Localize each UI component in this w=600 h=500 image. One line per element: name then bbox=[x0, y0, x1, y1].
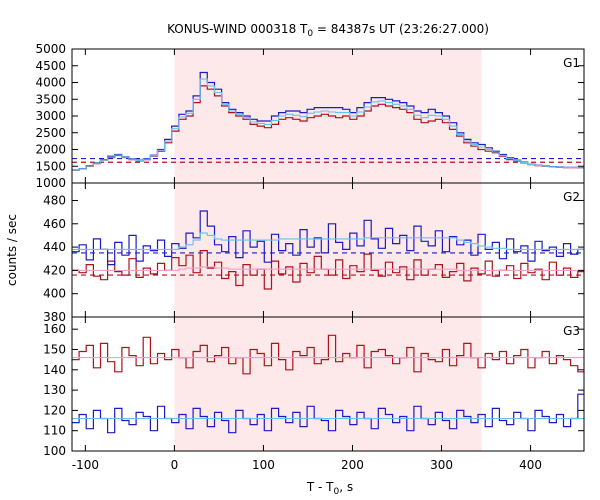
y-tick-label: 5000 bbox=[35, 42, 66, 56]
panel-label: G1 bbox=[563, 56, 580, 70]
panel-g2: 380 400 420 440 460 480 G2 bbox=[43, 182, 585, 324]
y-tick-label: 440 bbox=[43, 240, 66, 254]
series-cyan bbox=[72, 78, 584, 171]
panels-group: 100015002000250030003500400045005000G138… bbox=[35, 42, 585, 472]
chart-title-subscript: 0 bbox=[307, 29, 313, 39]
y-tick-label: 460 bbox=[43, 217, 66, 231]
y-tick-label: 400 bbox=[43, 287, 66, 301]
plot-area bbox=[72, 71, 584, 171]
y-tick-label: 110 bbox=[43, 424, 66, 438]
y-tick-label: 1000 bbox=[35, 176, 66, 190]
x-tick-label: 400 bbox=[519, 458, 542, 472]
y-tick-label: 150 bbox=[43, 342, 66, 356]
series-red bbox=[72, 334, 584, 375]
x-axis-label-main: T - T bbox=[306, 480, 334, 494]
y-tick-label: 100 bbox=[43, 444, 66, 458]
y-tick-label: 160 bbox=[43, 322, 66, 336]
plot-area bbox=[72, 210, 584, 290]
y-tick-label: 120 bbox=[43, 403, 66, 417]
x-tick-label: 300 bbox=[430, 458, 453, 472]
y-tick-label: 2500 bbox=[35, 126, 66, 140]
series-cyan bbox=[72, 232, 584, 250]
y-tick-label: 1500 bbox=[35, 159, 66, 173]
series-blue bbox=[72, 393, 584, 434]
y-tick-label: 380 bbox=[43, 310, 66, 324]
chart-title-main: KONUS-WIND 000318 T bbox=[167, 22, 308, 36]
y-axis-label: counts / sec bbox=[5, 214, 19, 286]
x-axis-label-rest: , s bbox=[339, 480, 353, 494]
panel-label: G3 bbox=[563, 324, 580, 338]
y-tick-label: 2000 bbox=[35, 143, 66, 157]
series-red bbox=[72, 250, 584, 290]
chart-title-rest: = 84387s UT (23:26:27.000) bbox=[313, 22, 489, 36]
panel-g1: 1000 1500 2000 2500 3000 3500 4000 4500 5000 G1 bbox=[35, 42, 585, 190]
x-tick-label: 200 bbox=[341, 458, 364, 472]
x-tick-label: -100 bbox=[72, 458, 99, 472]
panel-label: G2 bbox=[563, 190, 580, 204]
series-pink bbox=[72, 266, 584, 271]
y-tick-label: 3000 bbox=[35, 109, 66, 123]
chart-title: KONUS-WIND 000318 T0 = 84387s UT (23:26:… bbox=[167, 22, 489, 39]
panel-g3: 100 110 120 130 140 150 160 G3 bbox=[43, 316, 585, 458]
y-tick-label: 4000 bbox=[35, 76, 66, 90]
y-tick-label: 3500 bbox=[35, 92, 66, 106]
y-tick-label: 420 bbox=[43, 263, 66, 277]
plot-area bbox=[72, 334, 584, 434]
y-tick-label: 130 bbox=[43, 383, 66, 397]
y-tick-label: 4500 bbox=[35, 59, 66, 73]
x-axis-label-subscript: 0 bbox=[334, 487, 340, 497]
y-tick-label: 140 bbox=[43, 363, 66, 377]
panel-frame bbox=[71, 316, 585, 452]
x-axis-label: T - T0, s bbox=[306, 480, 353, 497]
y-tick-label: 480 bbox=[43, 193, 66, 207]
x-tick-label: 100 bbox=[252, 458, 275, 472]
x-tick-label: 0 bbox=[171, 458, 179, 472]
